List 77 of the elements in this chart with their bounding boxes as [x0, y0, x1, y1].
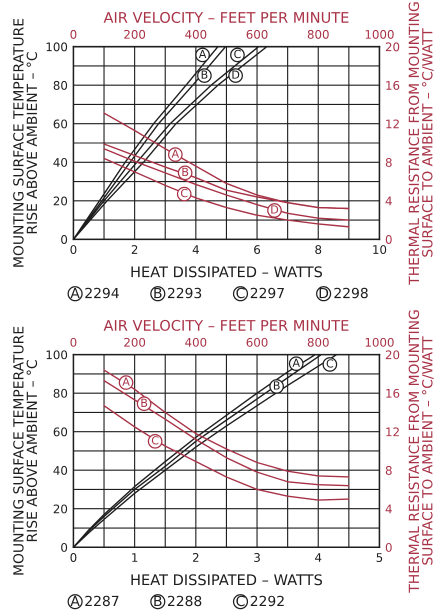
x-tick-label: 800 — [308, 30, 329, 39]
x-tick-label: 400 — [185, 30, 206, 39]
y-tick-label: 80 — [54, 388, 68, 398]
annotation: B — [274, 381, 280, 390]
y-tick-label: 0 — [61, 235, 68, 244]
x-tick-label: 2 — [132, 245, 138, 254]
y-tick-label: 60 — [54, 427, 68, 436]
y-tick-label: 16 — [386, 80, 400, 90]
x-tick-label: 6 — [254, 245, 260, 254]
text: A 2287 — [70, 596, 118, 606]
annotation: B — [202, 70, 208, 79]
x-tick-label: 4 — [315, 553, 322, 562]
x-tick-label: 3 — [254, 553, 260, 562]
annotation: A — [292, 358, 300, 367]
y-axis-title: MOUNTING SURFACE TEMPERATURE RISE ABOVE AMBIENT – °C — [13, 326, 38, 575]
y-tick-label: 40 — [53, 466, 68, 475]
x-tick-label: 5 — [376, 553, 382, 562]
y-tick-label: 20 — [386, 350, 400, 360]
x-tick-label: 0 — [70, 30, 76, 39]
y-axis-title: THERMAL RESISTANCE FROM MOUNTING SURFACE TO AMBIENT – °C/WATT — [408, 2, 434, 285]
text: B 2288 — [154, 596, 202, 606]
x-tick-label: 800 — [308, 338, 329, 347]
x-axis-title: HEAT DISSIPATED – WATTS — [131, 574, 322, 586]
text: C 2292 — [236, 596, 284, 606]
y-tick-label: 4 — [386, 196, 392, 206]
y-tick-label: 20 — [54, 504, 68, 514]
y-tick-label: 8 — [386, 466, 392, 475]
x-axis-title: AIR VELOCITY – FEET PER MINUTE — [104, 12, 348, 23]
x-axis-title: AIR VELOCITY – FEET PER MINUTE — [104, 320, 348, 331]
annotation: C — [234, 50, 241, 58]
x-tick-label: 0 — [70, 553, 76, 562]
y-tick-label: 12 — [386, 119, 399, 128]
annotation: A — [198, 50, 206, 58]
x-tick-label: 4 — [192, 245, 199, 254]
x-tick-label: 200 — [124, 338, 146, 347]
y-tick-label: 0 — [386, 542, 392, 552]
x-tick-label: 2 — [192, 553, 198, 562]
y-tick-label: 60 — [54, 119, 68, 128]
annotation: A — [122, 378, 130, 386]
annotation: A — [172, 150, 180, 158]
x-tick-label: 600 — [246, 30, 268, 39]
y-tick-label: 0 — [386, 235, 392, 244]
x-tick-label: 10 — [373, 245, 386, 254]
y-tick-label: 20 — [386, 42, 400, 52]
x-tick-label: 1000 — [366, 338, 394, 347]
annotation: D — [232, 70, 240, 79]
x-axis-title: HEAT DISSIPATED – WATTS — [131, 266, 322, 278]
text: D 2298 — [320, 288, 368, 298]
text: C 2297 — [236, 288, 284, 298]
text: A 2294 — [70, 288, 119, 298]
annotation: B — [141, 398, 148, 407]
x-tick-label: 1 — [132, 553, 138, 562]
y-tick-label: 100 — [46, 42, 68, 52]
y-tick-label: 80 — [54, 80, 68, 90]
x-tick-label: 0 — [70, 245, 76, 254]
x-tick-label: 200 — [124, 30, 146, 39]
y-axis-title: THERMAL RESISTANCE FROM MOUNTING SURFACE TO AMBIENT – °C/WATT — [408, 310, 434, 593]
y-axis-title: MOUNTING SURFACE TEMPERATURE RISE ABOVE AMBIENT – °C — [13, 18, 38, 267]
annotation: C — [152, 436, 158, 445]
y-tick-label: 12 — [386, 427, 399, 436]
x-tick-label: 0 — [70, 338, 76, 347]
y-tick-label: 8 — [386, 158, 392, 167]
y-tick-label: 20 — [54, 196, 68, 206]
annotation: C — [180, 188, 188, 198]
y-tick-label: 4 — [386, 504, 392, 514]
y-tick-label: 100 — [46, 350, 68, 360]
text: B 2293 — [154, 288, 202, 298]
annotation: D — [271, 205, 278, 214]
x-tick-label: 8 — [315, 245, 322, 254]
y-tick-label: 16 — [386, 388, 400, 398]
y-tick-label: 0 — [61, 542, 68, 552]
x-tick-label: 600 — [246, 338, 268, 347]
annotation: C — [326, 359, 334, 368]
annotation: B — [182, 168, 188, 176]
x-tick-label: 400 — [185, 338, 206, 347]
x-tick-label: 1000 — [366, 30, 394, 39]
y-tick-label: 40 — [53, 158, 68, 167]
